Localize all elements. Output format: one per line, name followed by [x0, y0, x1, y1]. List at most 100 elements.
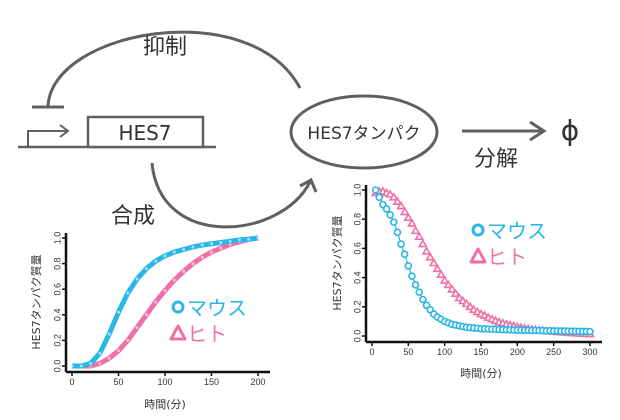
x-axis-label: 時間(分): [144, 398, 186, 411]
legend-label-mouse: マウス: [187, 296, 247, 320]
data-point: [70, 364, 74, 368]
y-tick-label: 0.8: [352, 213, 362, 226]
x-tick-label: 0: [69, 377, 74, 387]
y-axis-label: HES7タンパク質量: [29, 254, 43, 349]
data-point-human: [403, 212, 414, 222]
data-point: [191, 262, 195, 266]
x-axis-label: 時間(分): [460, 367, 502, 380]
degradation-arrow-icon: [462, 120, 547, 142]
y-tick-label: 1.0: [352, 184, 362, 197]
data-point-human: [396, 200, 406, 210]
data-point: [144, 313, 148, 317]
data-point-mouse: [386, 211, 394, 219]
data-point-human: [443, 279, 454, 289]
degradation-label: 分解: [474, 147, 518, 172]
data-point: [210, 242, 213, 246]
data-point-mouse: [400, 250, 409, 259]
data-point-human: [432, 263, 443, 273]
data-point: [126, 338, 130, 342]
data-point: [172, 250, 176, 254]
data-point: [237, 238, 241, 242]
data-point-human: [410, 225, 421, 235]
data-point-mouse: [382, 205, 391, 213]
protein-ellipse: [289, 94, 439, 170]
data-point-mouse: [415, 288, 424, 297]
inhibition-arc: [46, 30, 302, 107]
data-point: [154, 300, 158, 304]
data-point: [135, 277, 139, 281]
data-point-human: [392, 196, 403, 205]
data-point-human: [385, 189, 396, 198]
data-point-mouse: [419, 295, 427, 304]
data-point-human: [407, 218, 417, 227]
data-point: [163, 254, 167, 258]
legend-label-human: ヒト: [487, 245, 527, 269]
data-point-human: [388, 192, 399, 201]
data-point: [200, 243, 204, 247]
x-tick-label: 300: [582, 347, 597, 357]
data-point-human: [425, 252, 436, 261]
data-point: [247, 237, 251, 241]
legend-label-human: ヒト: [187, 322, 227, 346]
data-point-mouse: [404, 262, 413, 270]
data-point-mouse: [375, 193, 384, 202]
data-point-human: [454, 292, 465, 302]
y-tick-label: 0.2: [352, 301, 362, 314]
data-point: [98, 361, 102, 365]
data-point: [228, 239, 232, 243]
data-point-human: [421, 246, 432, 255]
inhibition-label: 抑制: [143, 35, 187, 60]
data-point: [98, 351, 102, 355]
data-point: [163, 288, 167, 292]
data-point-human: [450, 288, 461, 297]
x-tick-label: 0: [369, 347, 374, 357]
x-tick-label: 200: [250, 377, 265, 387]
data-point: [117, 349, 120, 353]
gene-label: HES7: [118, 121, 171, 145]
data-point-human: [414, 231, 425, 241]
data-point: [219, 240, 223, 244]
data-point: [191, 245, 195, 249]
data-point-human: [399, 206, 410, 216]
data-point-mouse: [408, 272, 416, 280]
data-point: [89, 361, 93, 365]
legend-marker-mouse-icon: [471, 223, 485, 237]
degradation-product: ϕ: [561, 114, 579, 147]
promoter-arrow-icon: [27, 124, 70, 147]
x-tick-label: 100: [157, 377, 172, 387]
data-point: [117, 310, 120, 314]
x-tick-label: 250: [546, 347, 561, 357]
data-point-mouse: [586, 327, 594, 336]
y-tick-label: 0.8: [52, 257, 62, 270]
x-tick-label: 50: [113, 377, 123, 387]
data-point-mouse: [389, 218, 398, 226]
data-point: [256, 236, 260, 240]
data-point: [200, 255, 204, 259]
synthesis-arc: [150, 162, 312, 229]
synthesis-arrowhead-icon: [299, 177, 318, 193]
data-point-human: [447, 284, 457, 293]
data-point: [107, 332, 111, 336]
data-point-human: [465, 301, 475, 311]
y-tick-label: 0.6: [52, 283, 62, 296]
y-tick-label: 0.6: [352, 242, 362, 255]
y-tick-label: 0.0: [352, 330, 362, 343]
y-axis-label: HES7タンパク質量: [330, 215, 344, 310]
x-tick-label: 150: [473, 347, 488, 357]
y-tick-label: 0.2: [52, 334, 62, 347]
data-point: [182, 269, 186, 273]
y-tick-label: 0.4: [52, 309, 62, 322]
legend-marker-mouse-icon: [171, 300, 185, 314]
legend-marker-human-icon: [469, 247, 487, 264]
x-tick-label: 100: [437, 347, 452, 357]
data-point-human: [428, 257, 439, 267]
y-tick-label: 1.0: [52, 232, 62, 245]
data-point-mouse: [371, 186, 380, 194]
legend-label-mouse: マウス: [487, 219, 547, 243]
data-point-human: [436, 269, 446, 278]
data-point: [79, 364, 83, 368]
degradation-chart: 0 50 100 150 200 250 300 0.0 0.2 0.4 0.6 0.8 1.0 時間(分…: [330, 184, 602, 380]
data-point: [219, 246, 223, 250]
data-point: [172, 278, 176, 282]
y-tick-label: 0.4: [352, 271, 362, 284]
